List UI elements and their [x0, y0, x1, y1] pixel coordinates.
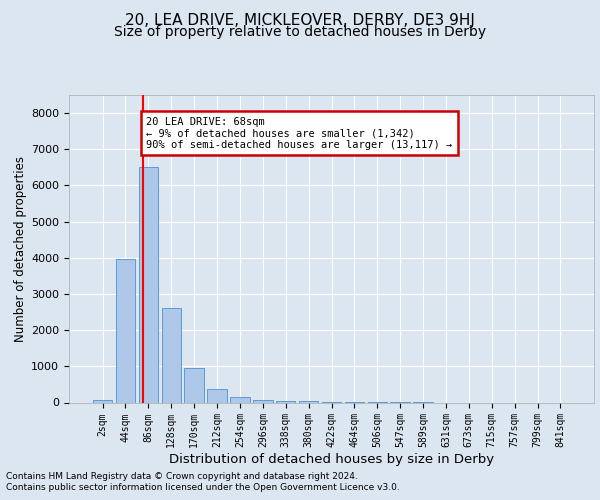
Bar [208, 389, 227, 402]
Bar [116, 258, 135, 402]
Bar [276, 400, 295, 402]
Y-axis label: Number of detached properties: Number of detached properties [14, 156, 27, 342]
X-axis label: Distribution of detached houses by size in Derby: Distribution of detached houses by size … [169, 453, 494, 466]
Bar [139, 168, 158, 402]
Bar [184, 368, 204, 402]
Text: Size of property relative to detached houses in Derby: Size of property relative to detached ho… [114, 25, 486, 39]
Text: 20 LEA DRIVE: 68sqm
← 9% of detached houses are smaller (1,342)
90% of semi-deta: 20 LEA DRIVE: 68sqm ← 9% of detached hou… [146, 116, 452, 150]
Text: Contains HM Land Registry data © Crown copyright and database right 2024.: Contains HM Land Registry data © Crown c… [6, 472, 358, 481]
Bar [93, 400, 112, 402]
Text: 20, LEA DRIVE, MICKLEOVER, DERBY, DE3 9HJ: 20, LEA DRIVE, MICKLEOVER, DERBY, DE3 9H… [125, 12, 475, 28]
Bar [253, 400, 272, 402]
Text: Contains public sector information licensed under the Open Government Licence v3: Contains public sector information licen… [6, 484, 400, 492]
Bar [161, 308, 181, 402]
Bar [230, 397, 250, 402]
